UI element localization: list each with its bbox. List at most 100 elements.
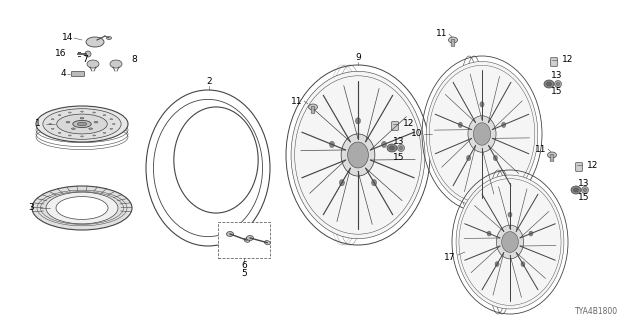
Ellipse shape [547,152,557,158]
FancyBboxPatch shape [576,163,582,171]
Ellipse shape [372,180,376,186]
Text: 15: 15 [578,194,589,203]
Ellipse shape [521,262,525,267]
Ellipse shape [93,135,95,136]
Text: 13: 13 [393,137,404,146]
Ellipse shape [529,231,533,236]
Text: 3: 3 [28,204,34,212]
Ellipse shape [544,80,554,88]
Ellipse shape [77,122,86,126]
Ellipse shape [73,120,92,128]
Ellipse shape [81,136,83,137]
Ellipse shape [474,123,491,145]
Ellipse shape [58,115,61,116]
Text: 12: 12 [587,161,598,170]
Text: 11: 11 [534,145,546,154]
Ellipse shape [341,134,375,176]
Ellipse shape [397,145,404,151]
Ellipse shape [51,128,54,129]
Ellipse shape [81,111,83,112]
Ellipse shape [86,37,104,47]
Text: 9: 9 [355,53,361,62]
Text: 5: 5 [241,269,247,278]
Ellipse shape [458,122,463,128]
FancyBboxPatch shape [311,107,315,113]
Ellipse shape [32,186,132,230]
Ellipse shape [106,36,111,39]
Ellipse shape [573,188,579,192]
Text: 16: 16 [54,50,66,59]
Ellipse shape [80,117,84,119]
Text: 12: 12 [403,119,414,129]
Ellipse shape [381,141,387,148]
Ellipse shape [456,175,564,309]
Ellipse shape [495,262,499,267]
Ellipse shape [43,109,121,139]
Ellipse shape [227,231,234,236]
Ellipse shape [308,104,317,110]
Text: 13: 13 [551,71,563,81]
Text: 17: 17 [444,253,455,262]
Text: 7: 7 [83,55,88,65]
Ellipse shape [110,119,113,120]
Ellipse shape [557,83,559,85]
Text: 11: 11 [435,29,447,38]
Ellipse shape [429,65,535,203]
FancyBboxPatch shape [218,222,270,258]
Ellipse shape [68,135,71,136]
Circle shape [85,51,91,57]
Ellipse shape [93,112,95,113]
Ellipse shape [103,115,106,116]
Text: 12: 12 [562,55,573,65]
Ellipse shape [339,180,344,186]
Ellipse shape [497,225,524,259]
Ellipse shape [66,122,70,123]
FancyBboxPatch shape [72,71,84,76]
Text: 11: 11 [291,97,302,106]
Ellipse shape [502,122,506,128]
Ellipse shape [68,112,71,113]
Text: 14: 14 [61,34,73,43]
Ellipse shape [390,146,394,150]
Ellipse shape [36,106,128,142]
Ellipse shape [584,188,586,191]
Ellipse shape [103,132,106,133]
Ellipse shape [56,196,108,220]
Ellipse shape [58,132,61,133]
Ellipse shape [468,116,496,152]
Text: 15: 15 [393,153,404,162]
Ellipse shape [487,231,491,236]
Ellipse shape [480,102,484,107]
Ellipse shape [110,128,113,129]
Ellipse shape [399,147,403,149]
Text: 6: 6 [241,260,247,269]
Ellipse shape [348,142,369,168]
Text: 10: 10 [410,130,422,139]
Text: 1: 1 [35,119,41,129]
Ellipse shape [264,241,270,245]
Text: 8: 8 [131,55,137,65]
FancyBboxPatch shape [550,155,554,161]
Ellipse shape [508,212,512,217]
Ellipse shape [387,144,397,152]
Ellipse shape [449,37,458,43]
Ellipse shape [355,118,360,124]
Ellipse shape [547,82,552,86]
Ellipse shape [554,81,561,87]
Ellipse shape [467,155,470,161]
Ellipse shape [426,61,538,206]
Ellipse shape [89,128,93,129]
Ellipse shape [291,71,425,239]
Ellipse shape [57,114,108,134]
Ellipse shape [110,60,122,68]
Ellipse shape [493,155,497,161]
Text: 15: 15 [551,87,563,97]
Ellipse shape [459,179,561,305]
Ellipse shape [246,236,253,241]
Ellipse shape [582,187,589,194]
FancyBboxPatch shape [550,58,557,66]
Text: 2: 2 [206,77,212,86]
Ellipse shape [294,76,421,234]
Ellipse shape [571,186,581,194]
Text: TYA4B1800: TYA4B1800 [575,308,618,316]
